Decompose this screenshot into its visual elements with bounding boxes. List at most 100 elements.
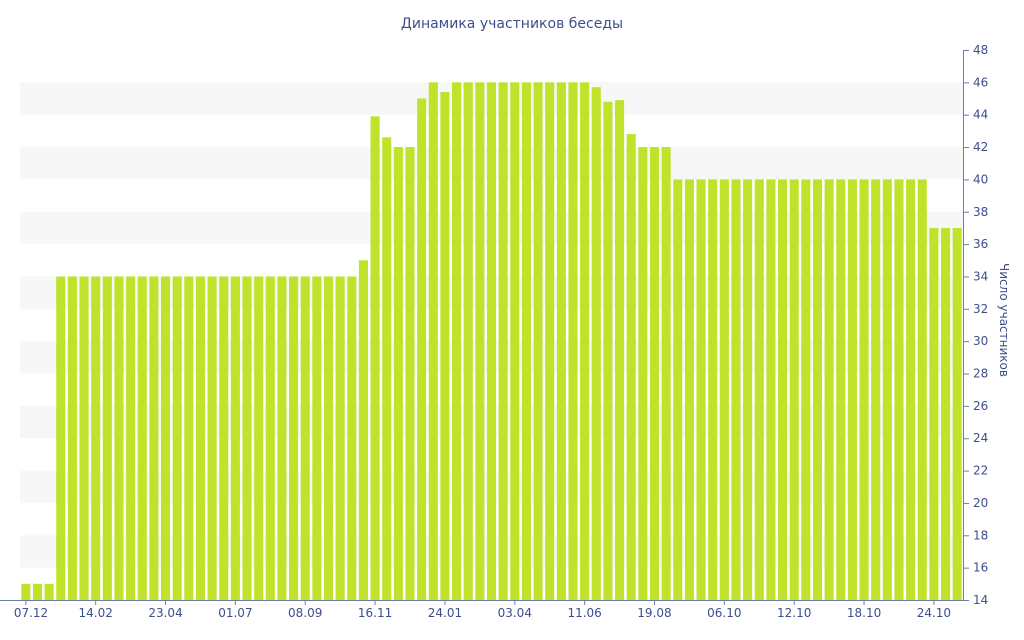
- bar[interactable]: [929, 227, 939, 600]
- y-tick-label: 26: [973, 399, 988, 413]
- bar[interactable]: [649, 147, 660, 600]
- bar[interactable]: [743, 179, 753, 600]
- y-tick-label: 32: [973, 302, 988, 316]
- x-tick-label: 07.12: [14, 606, 48, 620]
- bar[interactable]: [486, 82, 497, 601]
- x-tick-label: 12.10: [777, 606, 811, 620]
- bar[interactable]: [603, 101, 613, 600]
- y-tick-label: 34: [973, 269, 988, 283]
- bar[interactable]: [941, 227, 951, 600]
- bar[interactable]: [847, 179, 857, 600]
- bar[interactable]: [638, 147, 648, 600]
- bar[interactable]: [510, 82, 520, 601]
- bar[interactable]: [160, 276, 171, 600]
- bar[interactable]: [79, 276, 89, 600]
- bar[interactable]: [917, 179, 927, 600]
- bar[interactable]: [580, 82, 590, 601]
- bar[interactable]: [32, 583, 42, 600]
- y-tick-label: 22: [973, 464, 988, 478]
- bar[interactable]: [545, 82, 555, 601]
- bar[interactable]: [789, 179, 799, 600]
- bar[interactable]: [684, 179, 694, 600]
- bar[interactable]: [289, 276, 299, 600]
- bar[interactable]: [265, 276, 275, 600]
- bar[interactable]: [859, 179, 869, 600]
- bar[interactable]: [393, 147, 403, 600]
- bar[interactable]: [452, 82, 462, 601]
- bar[interactable]: [731, 179, 741, 600]
- bar[interactable]: [696, 179, 706, 600]
- bar[interactable]: [91, 276, 101, 600]
- bar[interactable]: [300, 276, 310, 600]
- y-tick-label: 36: [973, 237, 988, 251]
- bar[interactable]: [801, 179, 811, 600]
- bar[interactable]: [405, 147, 415, 600]
- bar[interactable]: [778, 179, 788, 600]
- bar[interactable]: [323, 276, 334, 600]
- bar[interactable]: [882, 179, 892, 600]
- bar[interactable]: [824, 179, 834, 600]
- y-tick-label: 48: [973, 43, 988, 57]
- y-tick-label: 20: [973, 496, 988, 510]
- bar[interactable]: [906, 179, 916, 600]
- bar[interactable]: [358, 260, 368, 600]
- bar[interactable]: [44, 583, 54, 600]
- bar[interactable]: [347, 276, 357, 600]
- bar[interactable]: [67, 276, 77, 600]
- bar[interactable]: [615, 100, 625, 601]
- bar[interactable]: [56, 276, 66, 600]
- bar[interactable]: [242, 276, 252, 600]
- bar[interactable]: [812, 179, 823, 600]
- bar[interactable]: [708, 179, 718, 600]
- bar[interactable]: [207, 276, 217, 600]
- bar[interactable]: [102, 276, 112, 600]
- bar[interactable]: [428, 82, 438, 601]
- bar[interactable]: [498, 82, 508, 601]
- x-tick-label: 06.10: [707, 606, 741, 620]
- bar[interactable]: [277, 276, 287, 600]
- bar[interactable]: [463, 82, 473, 601]
- x-tick-label: 14.02: [78, 606, 112, 620]
- bar[interactable]: [172, 276, 182, 600]
- bar[interactable]: [149, 276, 159, 600]
- y-tick-label: 40: [973, 172, 988, 186]
- bar[interactable]: [195, 276, 205, 600]
- y-tick-label: 16: [973, 561, 988, 575]
- bar[interactable]: [219, 276, 229, 600]
- bar[interactable]: [21, 583, 31, 600]
- x-tick-label: 16.11: [358, 606, 392, 620]
- bar[interactable]: [312, 276, 322, 600]
- bar[interactable]: [440, 92, 450, 600]
- bar[interactable]: [475, 82, 485, 601]
- x-tick-label: 23.04: [148, 606, 182, 620]
- bar[interactable]: [533, 82, 543, 601]
- bar[interactable]: [254, 276, 264, 600]
- bar[interactable]: [370, 116, 380, 600]
- y-tick-label: 28: [973, 367, 988, 381]
- x-tick-label: 19.08: [637, 606, 671, 620]
- bar[interactable]: [184, 276, 194, 600]
- bar[interactable]: [335, 276, 345, 600]
- bar[interactable]: [719, 179, 729, 600]
- bar[interactable]: [661, 147, 671, 600]
- bar[interactable]: [568, 82, 578, 601]
- bar[interactable]: [382, 137, 392, 600]
- bar[interactable]: [556, 82, 566, 601]
- bar[interactable]: [673, 179, 683, 600]
- bar[interactable]: [952, 227, 962, 600]
- bar[interactable]: [626, 134, 636, 600]
- bar[interactable]: [137, 276, 147, 600]
- bar[interactable]: [836, 179, 846, 600]
- bar[interactable]: [591, 87, 601, 600]
- bar[interactable]: [230, 276, 240, 600]
- y-tick-label: 30: [973, 334, 988, 348]
- bar[interactable]: [754, 179, 764, 600]
- bar[interactable]: [871, 179, 881, 600]
- x-tick-label: 01.07: [218, 606, 252, 620]
- bar[interactable]: [894, 179, 904, 600]
- bar[interactable]: [114, 276, 124, 600]
- bar[interactable]: [521, 82, 531, 601]
- bar[interactable]: [766, 179, 776, 600]
- bar[interactable]: [126, 276, 136, 600]
- bar[interactable]: [417, 98, 427, 600]
